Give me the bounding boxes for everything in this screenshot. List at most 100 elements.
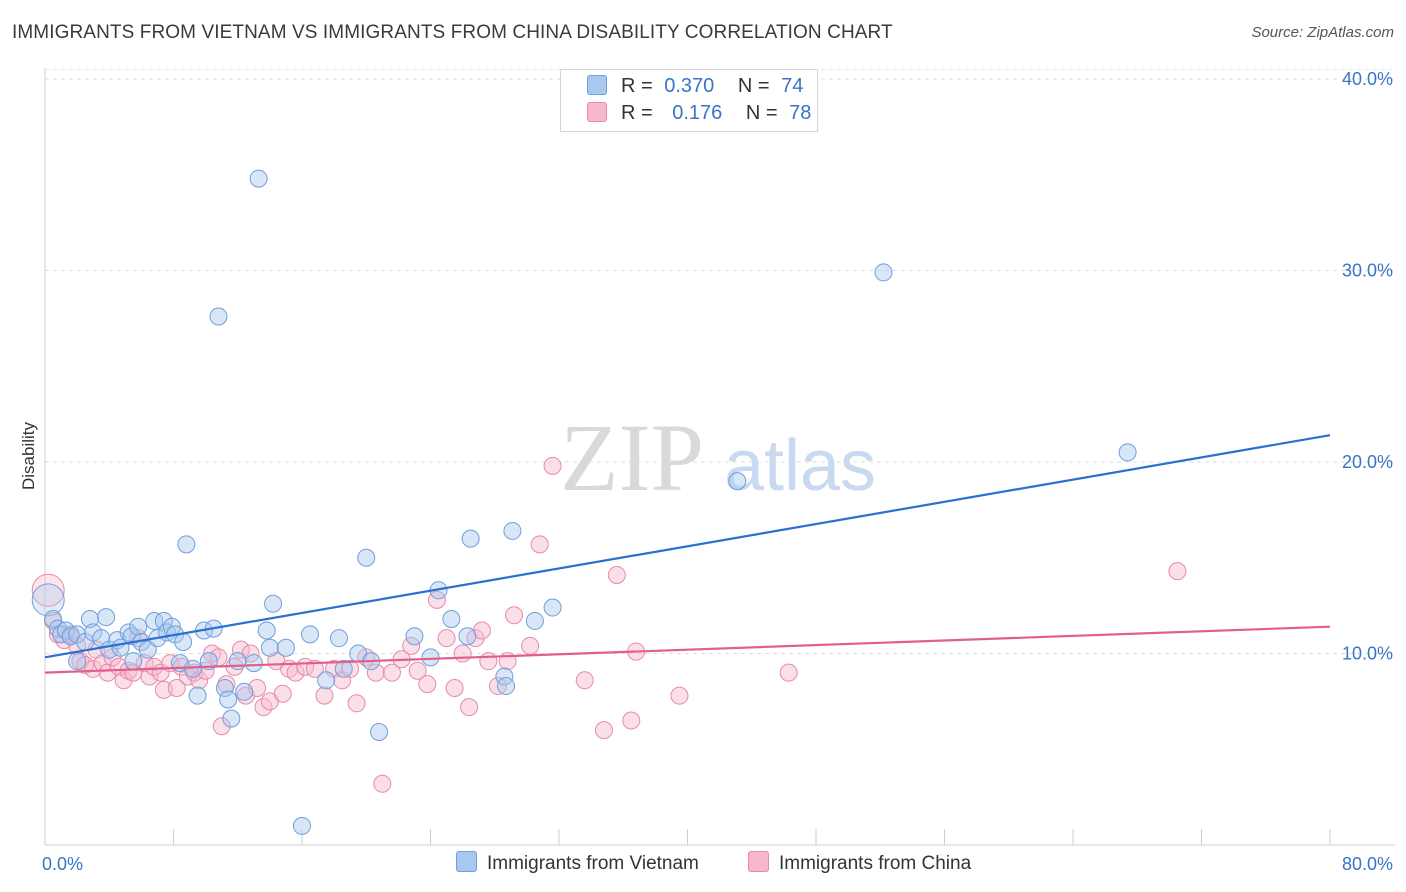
vietnam-point bbox=[183, 659, 202, 678]
vietnam-point bbox=[276, 638, 295, 657]
legend-row-vietnam: R = 0.370 N = 74 bbox=[587, 75, 803, 101]
legend-swatch-vietnam bbox=[587, 75, 607, 95]
china-point bbox=[505, 606, 524, 625]
bottom-legend-swatch-vietnam bbox=[456, 851, 477, 872]
china-point bbox=[212, 717, 231, 736]
legend-r-value: 0.176 bbox=[672, 102, 723, 124]
vietnam-point bbox=[1118, 443, 1137, 462]
vietnam-point bbox=[421, 648, 440, 667]
vietnam-point bbox=[264, 594, 283, 613]
legend-n-value: 78 bbox=[789, 102, 812, 124]
china-point bbox=[607, 565, 626, 584]
vietnam-point bbox=[222, 709, 241, 728]
china-point bbox=[445, 678, 464, 697]
vietnam-point bbox=[370, 723, 389, 742]
china-point bbox=[460, 698, 479, 717]
vietnam-point bbox=[209, 307, 228, 326]
china-trend-line bbox=[44, 625, 1331, 674]
vietnam-trend-line bbox=[44, 434, 1331, 659]
y-axis-label: Disability bbox=[19, 421, 38, 490]
vietnam-point bbox=[874, 263, 893, 282]
chart-title: IMMIGRANTS FROM VIETNAM VS IMMIGRANTS FR… bbox=[12, 22, 893, 43]
vietnam-point bbox=[495, 667, 514, 686]
china-point bbox=[305, 659, 324, 678]
china-point bbox=[779, 663, 798, 682]
vietnam-point bbox=[56, 621, 75, 640]
y-tick-label: 40.0% bbox=[1342, 69, 1393, 89]
watermark-zip: ZIP bbox=[560, 404, 704, 511]
legend-n-value: 74 bbox=[781, 75, 804, 97]
vietnam-point bbox=[174, 633, 193, 652]
china-point bbox=[530, 535, 549, 554]
china-point bbox=[479, 652, 498, 671]
china-point bbox=[114, 671, 133, 690]
watermark-atlas: atlas bbox=[724, 426, 876, 506]
vietnam-point bbox=[219, 690, 238, 709]
china-point bbox=[594, 721, 613, 740]
vietnam-point bbox=[496, 677, 515, 696]
china-point bbox=[437, 629, 456, 648]
china-point bbox=[366, 663, 385, 682]
vietnam-point bbox=[442, 610, 461, 629]
vietnam-point bbox=[461, 529, 480, 548]
china-point bbox=[231, 640, 250, 659]
tick-labels: 10.0% 20.0% 30.0% 40.0% 0.0% 80.0% bbox=[42, 69, 1393, 874]
legend-r-label: R = bbox=[621, 102, 653, 124]
legend-r-label: R = bbox=[621, 75, 653, 97]
china-point bbox=[670, 686, 689, 705]
vietnam-point bbox=[458, 627, 477, 646]
x-tick-label: 80.0% bbox=[1342, 854, 1393, 874]
china-point bbox=[402, 636, 421, 655]
grid-lines bbox=[45, 68, 1395, 654]
vietnam-point bbox=[301, 625, 320, 644]
vietnam-point bbox=[405, 627, 424, 646]
vietnam-point bbox=[257, 621, 276, 640]
bottom-legend-swatch-china bbox=[748, 851, 769, 872]
legend-swatch-china bbox=[587, 102, 607, 122]
legend-row-china: R = 0.176 N = 78 bbox=[587, 102, 811, 128]
china-point bbox=[408, 661, 427, 680]
china-point bbox=[418, 675, 437, 694]
china-point bbox=[543, 456, 562, 475]
china-point bbox=[382, 663, 401, 682]
vietnam-point bbox=[124, 652, 143, 671]
vietnam-point bbox=[244, 654, 263, 673]
vietnam-point bbox=[145, 611, 164, 630]
vietnam-point bbox=[68, 652, 87, 671]
y-tick-label: 20.0% bbox=[1342, 452, 1393, 472]
bottom-legend-label-china: Immigrants from China bbox=[779, 853, 972, 874]
vietnam-point bbox=[525, 611, 544, 630]
vietnam-point bbox=[215, 678, 234, 697]
axes bbox=[44, 68, 1395, 846]
vietnam-point bbox=[199, 652, 218, 671]
vietnam-point bbox=[334, 659, 353, 678]
x-tick-label: 0.0% bbox=[42, 854, 83, 874]
vietnam-point bbox=[329, 629, 348, 648]
china-point bbox=[315, 686, 334, 705]
legend-r-value: 0.370 bbox=[664, 75, 715, 97]
vietnam-point bbox=[357, 548, 376, 567]
bottom-legend-china: Immigrants from China bbox=[748, 851, 971, 875]
vietnam-point bbox=[31, 583, 65, 617]
vietnam-point bbox=[44, 610, 63, 629]
china-point bbox=[31, 573, 65, 607]
vietnam-point bbox=[317, 671, 336, 690]
china-point bbox=[427, 590, 446, 609]
stats-legend: R = 0.370 N = 74 R = 0.176 N = 78 bbox=[560, 69, 818, 132]
y-tick-label: 10.0% bbox=[1342, 644, 1393, 664]
china-point bbox=[135, 654, 154, 673]
vietnam-point bbox=[235, 682, 254, 701]
china-point bbox=[341, 659, 360, 678]
china-point bbox=[575, 671, 594, 690]
china-point bbox=[1168, 562, 1187, 581]
vietnam-point bbox=[503, 521, 522, 540]
vietnam-point bbox=[177, 535, 196, 554]
china-point bbox=[347, 694, 366, 713]
vietnam-point bbox=[228, 652, 247, 671]
legend-n-label: N = bbox=[745, 102, 778, 124]
vietnam-point bbox=[97, 608, 116, 627]
bottom-legend-vietnam: Immigrants from Vietnam bbox=[456, 851, 699, 875]
bottom-legend-label-vietnam: Immigrants from Vietnam bbox=[487, 853, 699, 874]
vietnam-point bbox=[80, 610, 99, 629]
